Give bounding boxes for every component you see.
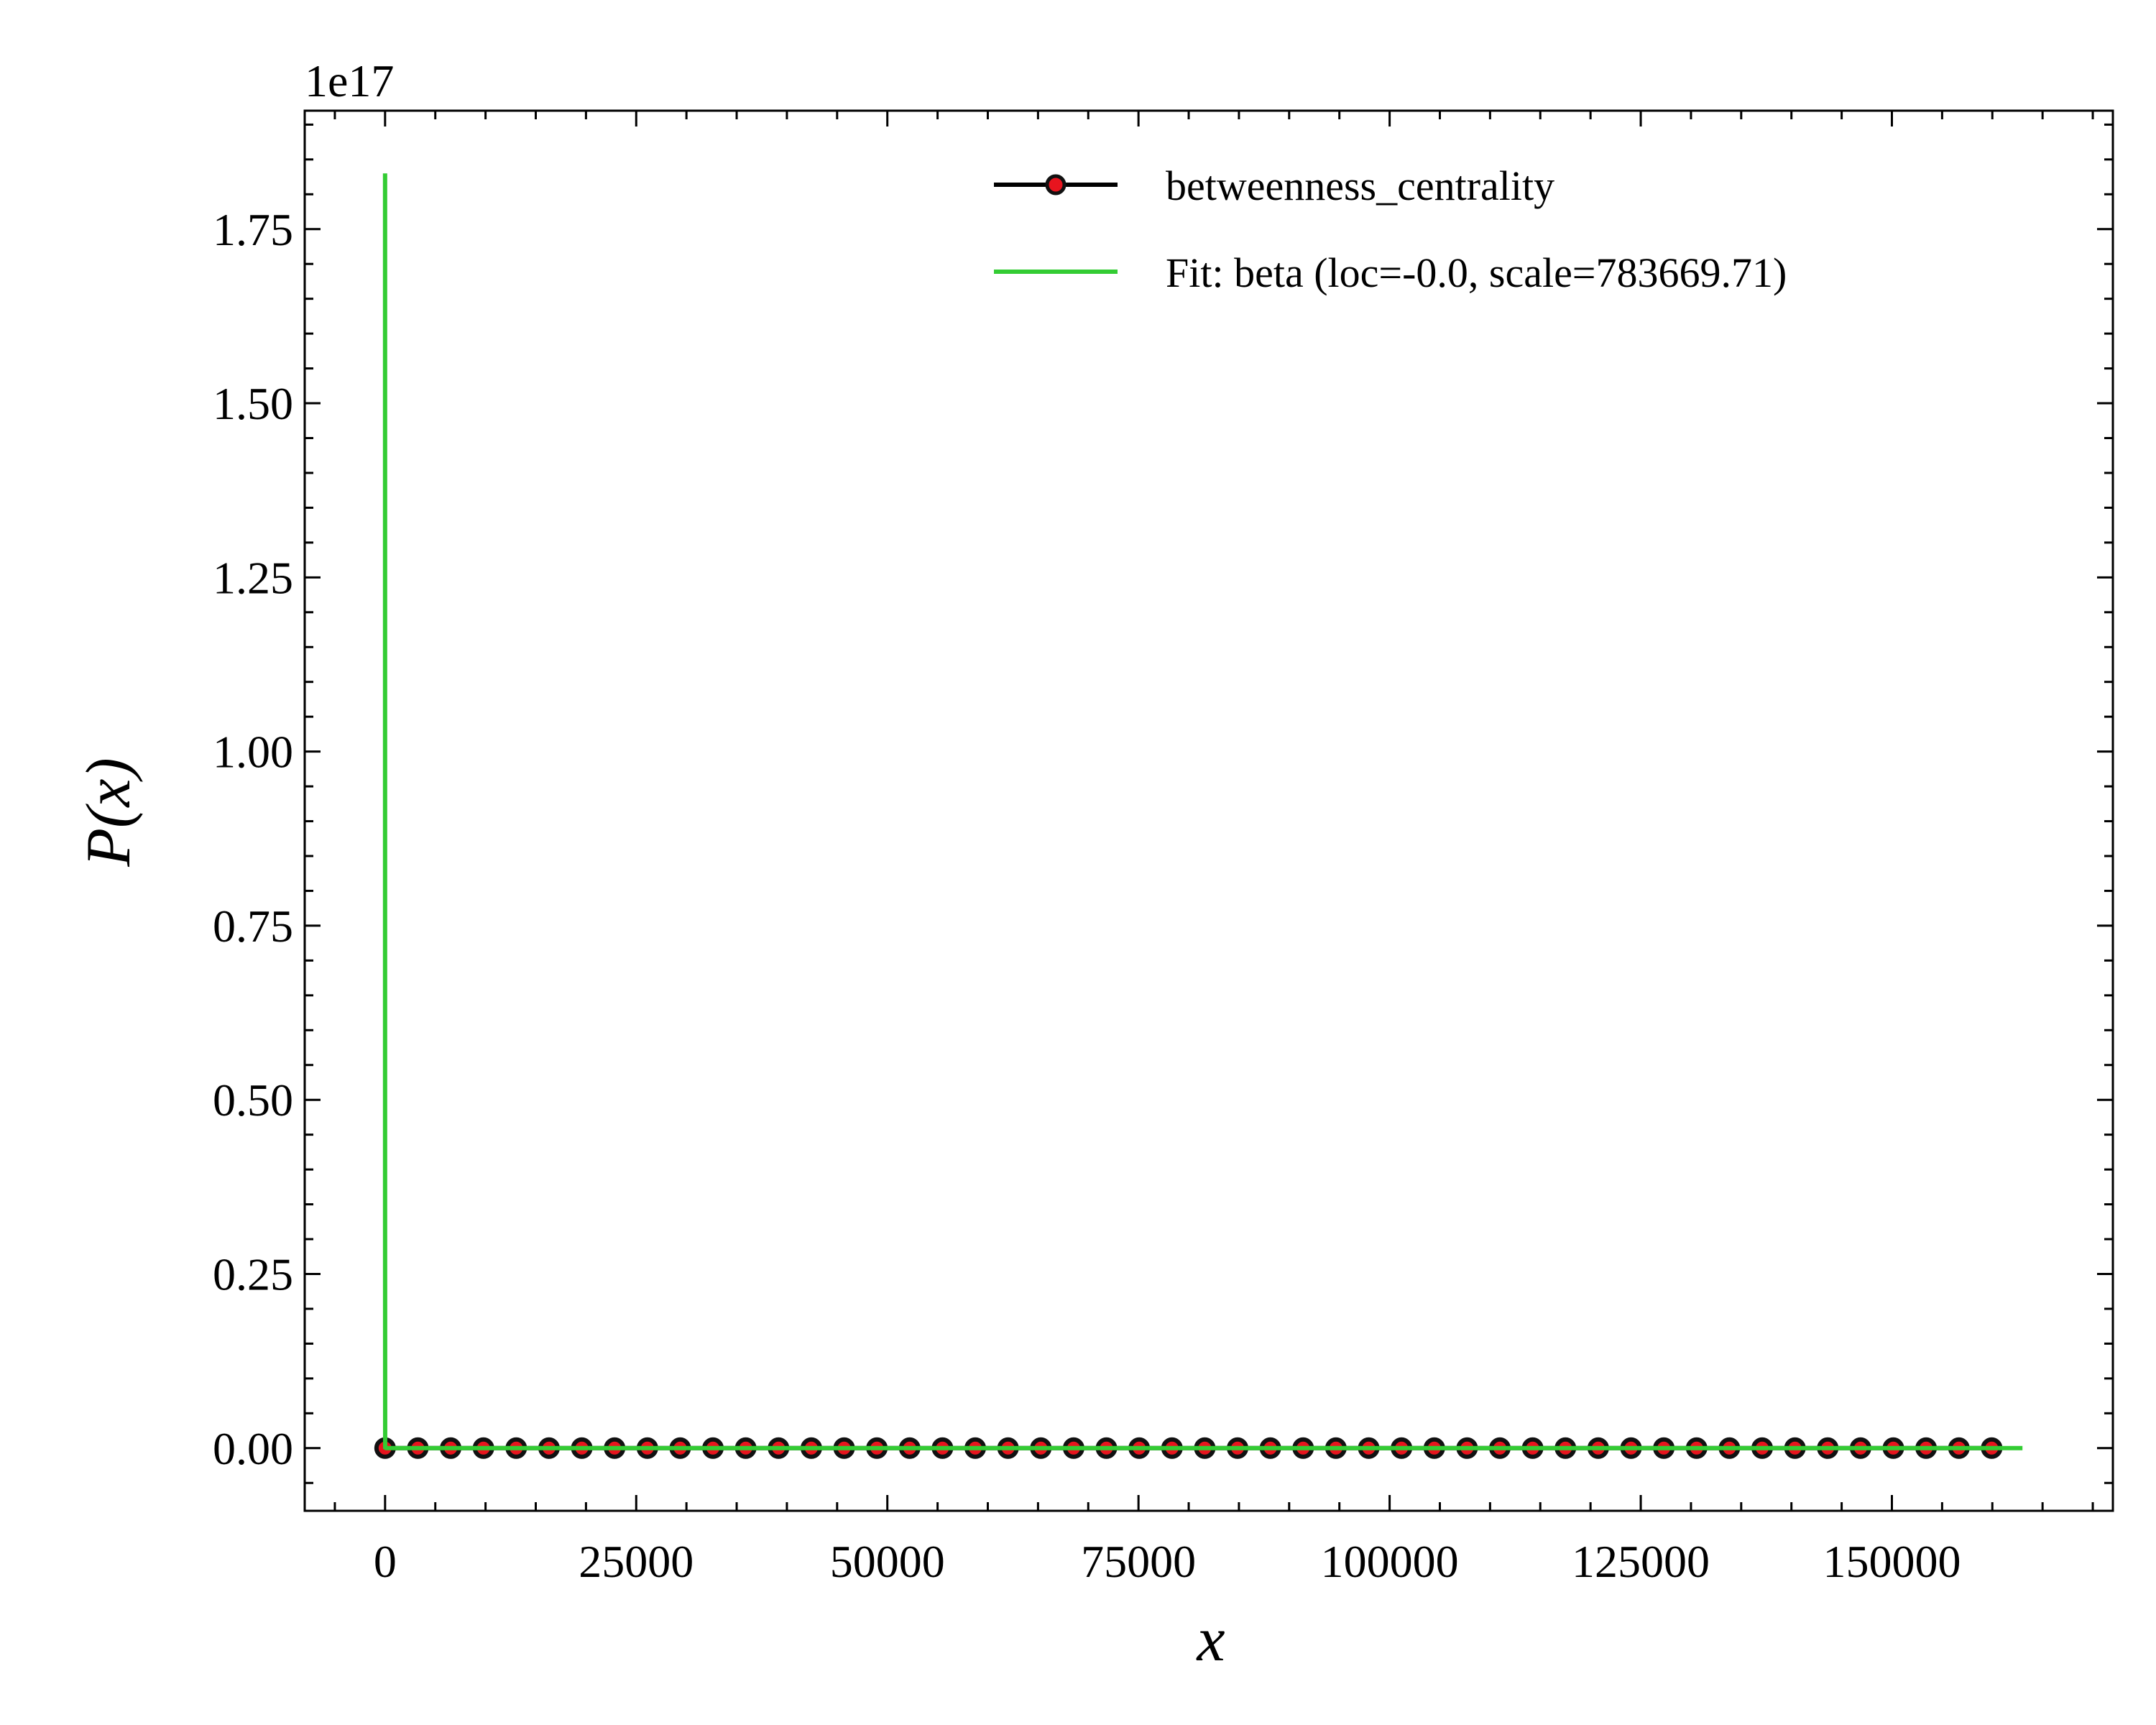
y-axis-label: P(x) [74, 758, 144, 867]
x-tick-label: 50000 [830, 1536, 945, 1587]
y-tick-label: 1.50 [213, 378, 293, 429]
series-line-fit [382, 173, 2023, 1450]
x-axis-label: x [1195, 1605, 1225, 1675]
legend-label-betweenness: betweenness_centrality [1166, 162, 1554, 209]
plot-frame [303, 109, 2114, 1512]
y-axis-offset-label: 1e17 [305, 55, 394, 106]
x-tick-label: 75000 [1081, 1536, 1196, 1587]
legend-label-fit: Fit: beta (loc=-0.0, scale=783669.71) [1166, 249, 1787, 296]
y-tick-label: 1.00 [213, 727, 293, 778]
legend: betweenness_centrality Fit: beta (loc=-0… [994, 162, 1787, 296]
y-tick-label: 1.25 [213, 552, 293, 603]
y-tick-label: 1.75 [213, 204, 293, 255]
x-tick-label: 150000 [1823, 1536, 1961, 1587]
y-tick-label: 0.00 [213, 1423, 293, 1474]
y-tick-label: 0.50 [213, 1075, 293, 1126]
x-tick-label: 125000 [1572, 1536, 1710, 1587]
x-tick-label: 0 [374, 1536, 397, 1587]
y-tick-label: 0.75 [213, 901, 293, 952]
x-tick-label: 25000 [579, 1536, 694, 1587]
y-tick-label: 0.25 [213, 1248, 293, 1300]
plot-area: 0 25000 50000 75000 100000 125000 150000 0.00 0.… [213, 109, 2114, 1587]
x-tick-label: 100000 [1321, 1536, 1459, 1587]
legend-marker-betweenness [1045, 174, 1067, 196]
